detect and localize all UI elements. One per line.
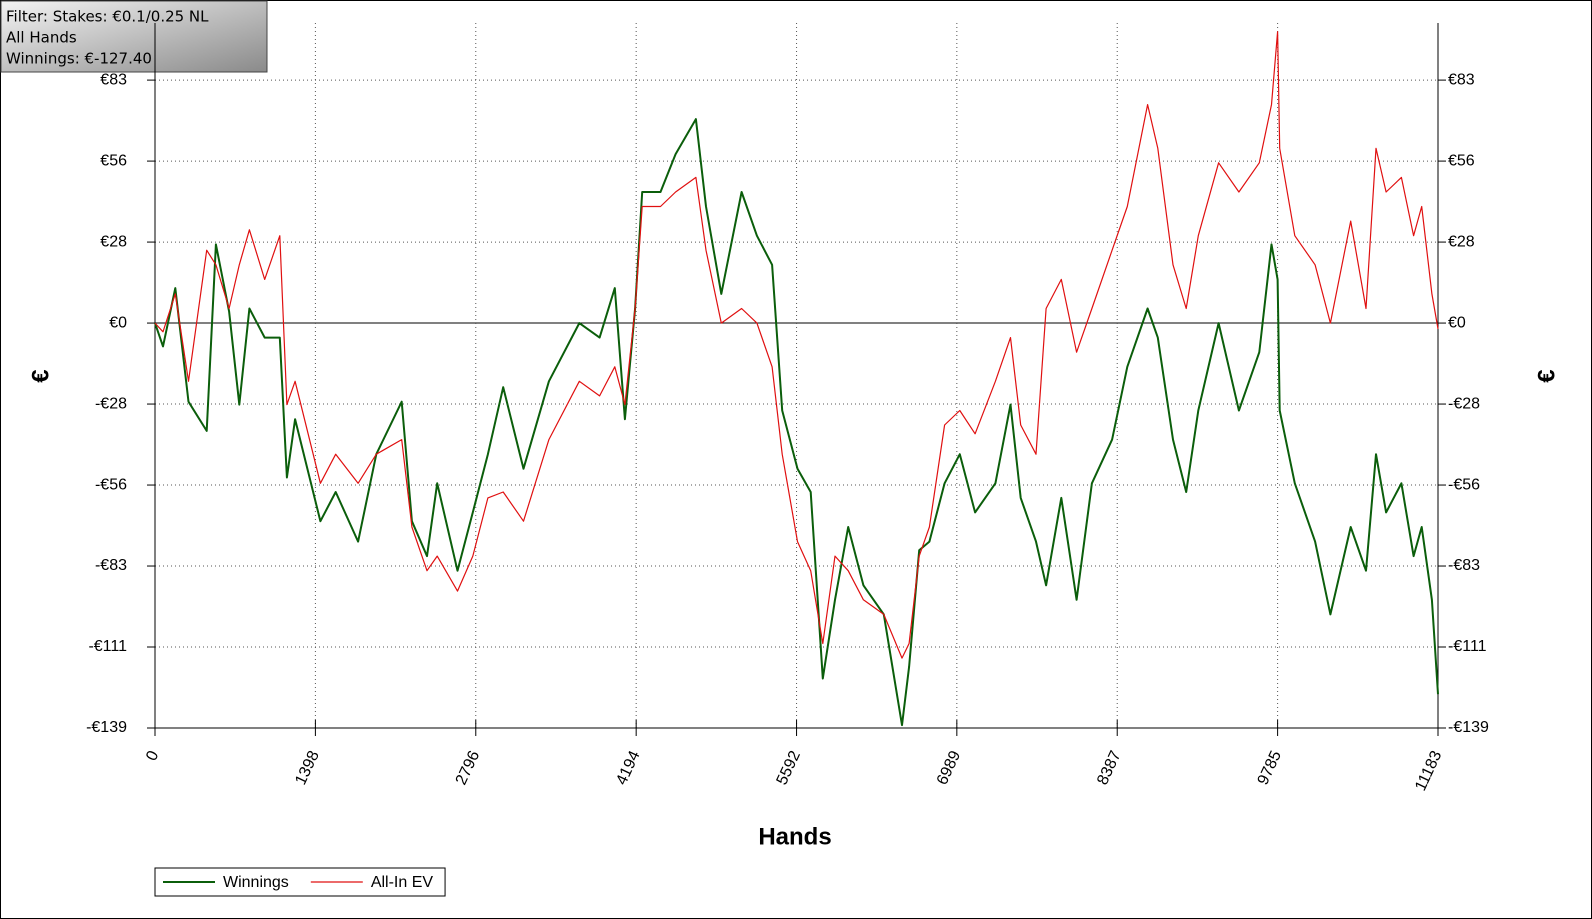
y2-tick-label: -€28 [1448, 395, 1480, 412]
y2-tick-label: €83 [1448, 71, 1475, 88]
legend-label: All-In EV [371, 874, 434, 891]
y-tick-label: €28 [100, 233, 127, 250]
y-tick-label: -€56 [95, 476, 127, 493]
series-line [154, 118, 1439, 727]
y2-tick-label: -€83 [1448, 557, 1480, 574]
y-axis-title: € [27, 369, 54, 382]
x-axis-title: Hands [758, 823, 831, 850]
info-filter: Filter: Stakes: €0.1/0.25 NL [6, 8, 209, 26]
y-tick-label: €0 [109, 314, 127, 331]
y2-tick-label: -€56 [1448, 476, 1480, 493]
y2-tick-label: €0 [1448, 314, 1466, 331]
y2-tick-label: -€139 [1448, 719, 1489, 736]
y2-axis-title: € [1533, 369, 1560, 382]
series-line [154, 31, 1439, 659]
y-tick-label: -€139 [86, 719, 127, 736]
y2-tick-label: €56 [1448, 152, 1475, 169]
y-tick-label: €56 [100, 152, 127, 169]
y2-tick-label: -€111 [1448, 638, 1487, 655]
info-hands: All Hands [6, 29, 77, 47]
y-tick-label: -€83 [95, 557, 127, 574]
y2-tick-label: €28 [1448, 233, 1475, 250]
y-tick-label: -€28 [95, 395, 127, 412]
y-tick-label: €83 [100, 71, 127, 88]
info-box [0, 0, 268, 73]
y-tick-label: -€111 [88, 638, 127, 655]
legend-label: Winnings [223, 874, 289, 891]
info-winnings: Winnings: €-127.40 [6, 50, 152, 68]
